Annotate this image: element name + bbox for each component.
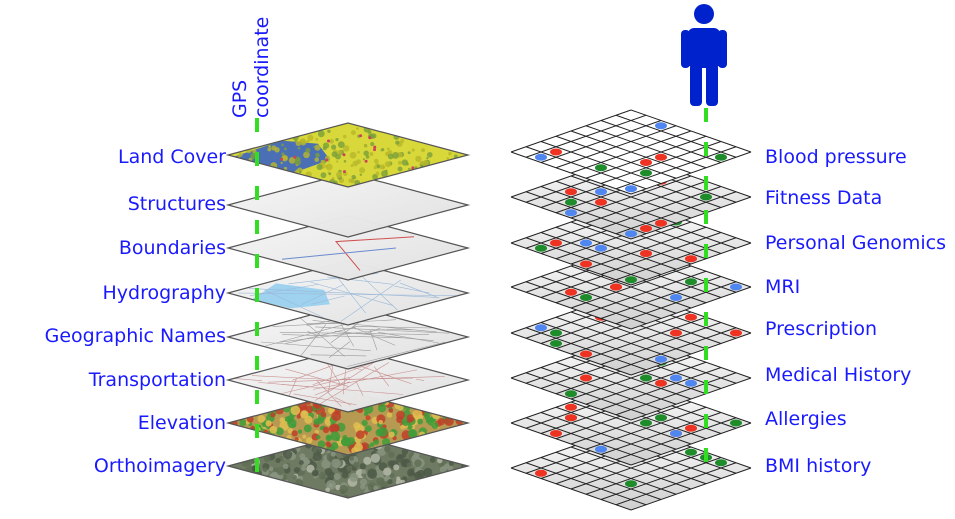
data-dot bbox=[580, 239, 592, 247]
geographic-layer-stack bbox=[225, 122, 471, 499]
geo-label-1: Land Cover bbox=[118, 146, 226, 168]
data-dot bbox=[580, 260, 592, 268]
coordinate-label: coordinate bbox=[251, 17, 273, 118]
data-dot bbox=[565, 198, 577, 206]
health-label-4: MRI bbox=[765, 276, 800, 298]
data-dot bbox=[565, 390, 577, 398]
data-dot bbox=[685, 255, 697, 263]
data-dot bbox=[550, 430, 562, 437]
geo-label-6: Transportation bbox=[88, 369, 226, 391]
data-dot bbox=[550, 148, 562, 156]
health-label-7: Allergies bbox=[765, 408, 847, 430]
data-dot bbox=[685, 278, 697, 286]
data-dot bbox=[655, 379, 667, 387]
geo-label-8: Orthoimagery bbox=[94, 455, 226, 477]
data-dot bbox=[640, 250, 652, 257]
data-dot bbox=[595, 244, 607, 252]
data-dot bbox=[685, 448, 697, 456]
data-dot bbox=[670, 294, 682, 301]
geo-label-2: Structures bbox=[128, 193, 226, 215]
data-dot bbox=[580, 350, 592, 358]
health-label-3: Personal Genomics bbox=[765, 232, 946, 254]
data-dot bbox=[655, 414, 667, 422]
health-label-5: Prescription bbox=[765, 318, 877, 340]
data-dot bbox=[655, 153, 667, 161]
data-dot bbox=[535, 153, 547, 161]
data-dot bbox=[715, 459, 727, 467]
data-dot bbox=[625, 276, 637, 284]
health-layer-grid-7 bbox=[510, 380, 752, 466]
data-dot bbox=[640, 374, 652, 382]
health-label-6: Medical History bbox=[765, 364, 911, 386]
data-dot bbox=[655, 355, 667, 363]
geo-layer-blank bbox=[225, 172, 471, 238]
data-dot bbox=[610, 283, 622, 291]
geo-label-3: Boundaries bbox=[119, 237, 226, 259]
data-dot bbox=[640, 419, 652, 427]
data-dot bbox=[625, 230, 637, 238]
data-dot bbox=[640, 169, 652, 177]
data-dot bbox=[730, 283, 742, 291]
data-dot bbox=[565, 188, 577, 196]
geo-label-4: Hydrography bbox=[103, 282, 226, 304]
data-dot bbox=[595, 188, 607, 196]
data-dot bbox=[550, 340, 562, 347]
data-dot bbox=[550, 239, 562, 247]
geo-layer-names bbox=[225, 304, 471, 370]
geo-label-5: Geographic Names bbox=[45, 325, 226, 347]
data-dot bbox=[565, 288, 577, 296]
data-dot bbox=[685, 379, 697, 387]
data-dot bbox=[730, 329, 742, 337]
geo-layer-boundaries bbox=[225, 215, 471, 281]
data-dot bbox=[625, 185, 637, 193]
data-dot bbox=[565, 209, 577, 217]
geo-layer-transport bbox=[225, 347, 471, 413]
health-layer-grid-4 bbox=[510, 244, 752, 330]
data-dot bbox=[580, 374, 592, 382]
data-dot bbox=[730, 419, 742, 427]
data-dot bbox=[670, 430, 682, 437]
data-dot bbox=[535, 324, 547, 332]
geo-layer-elevation bbox=[225, 390, 471, 456]
data-dot bbox=[670, 374, 682, 382]
health-layer-labels: Blood pressure Fitness Data Personal Genom… bbox=[765, 146, 946, 477]
data-dot bbox=[535, 469, 547, 477]
data-dot bbox=[655, 219, 667, 227]
data-dot bbox=[565, 403, 577, 411]
data-dot bbox=[715, 153, 727, 161]
data-dot bbox=[580, 294, 592, 301]
gps-label: GPS bbox=[229, 80, 251, 118]
health-layer-grid-1 bbox=[510, 109, 752, 195]
data-dot bbox=[550, 329, 562, 337]
data-dot bbox=[655, 122, 667, 130]
data-dot bbox=[565, 414, 577, 422]
data-dot bbox=[595, 198, 607, 206]
data-dot bbox=[625, 480, 637, 488]
health-label-1: Blood pressure bbox=[765, 146, 907, 168]
geographic-layer-labels: Land Cover Structures Boundaries Hydrograph… bbox=[45, 146, 227, 477]
data-dot bbox=[685, 424, 697, 432]
data-dot bbox=[595, 164, 607, 172]
data-dot bbox=[595, 445, 607, 453]
data-dot bbox=[670, 329, 682, 337]
health-label-8: BMI history bbox=[765, 455, 871, 477]
health-label-2: Fitness Data bbox=[765, 187, 882, 209]
data-dot bbox=[640, 159, 652, 166]
geo-layer-landcover bbox=[225, 122, 471, 188]
data-dot bbox=[640, 225, 652, 232]
geo-layer-hydro bbox=[225, 260, 471, 326]
health-data-layer-stack bbox=[510, 109, 752, 511]
geo-label-7: Elevation bbox=[138, 412, 226, 434]
data-dot bbox=[535, 244, 547, 252]
data-dot bbox=[700, 193, 712, 201]
data-dot bbox=[685, 313, 697, 321]
person-icon bbox=[681, 4, 727, 106]
